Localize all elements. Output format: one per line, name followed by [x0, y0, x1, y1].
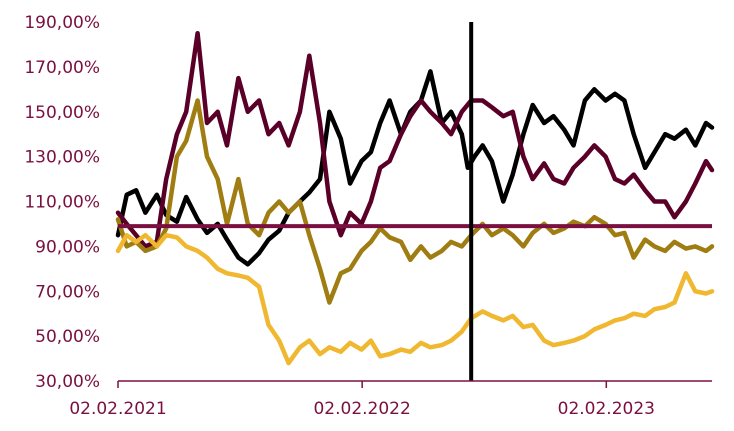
- reference-lines: [118, 22, 712, 381]
- series-line-4: [115, 232, 715, 366]
- y-tick-label: 50,00%: [35, 327, 100, 347]
- y-tick-label: 30,00%: [35, 372, 100, 392]
- y-tick-label: 130,00%: [24, 148, 100, 168]
- x-axis-labels: 02.02.2021 02.02.2022 02.02.2023: [69, 399, 655, 419]
- x-tick-label: 02.02.2023: [558, 399, 655, 419]
- series-line-3: [115, 98, 715, 305]
- x-tick-label: 02.02.2021: [69, 399, 166, 419]
- series-line-2: [115, 30, 715, 249]
- y-axis-labels: 190,00% 170,00% 150,00% 130,00% 110,00% 90,00…: [24, 13, 100, 392]
- series-lines: [115, 30, 715, 366]
- x-axis-ticks: [117, 381, 608, 388]
- y-tick-label: 90,00%: [35, 237, 100, 257]
- x-tick-label: 02.02.2022: [313, 399, 410, 419]
- y-tick-label: 110,00%: [24, 193, 100, 213]
- y-tick-label: 150,00%: [24, 103, 100, 123]
- y-tick-label: 170,00%: [24, 58, 100, 78]
- y-tick-label: 190,00%: [24, 13, 100, 33]
- y-tick-label: 70,00%: [35, 282, 100, 302]
